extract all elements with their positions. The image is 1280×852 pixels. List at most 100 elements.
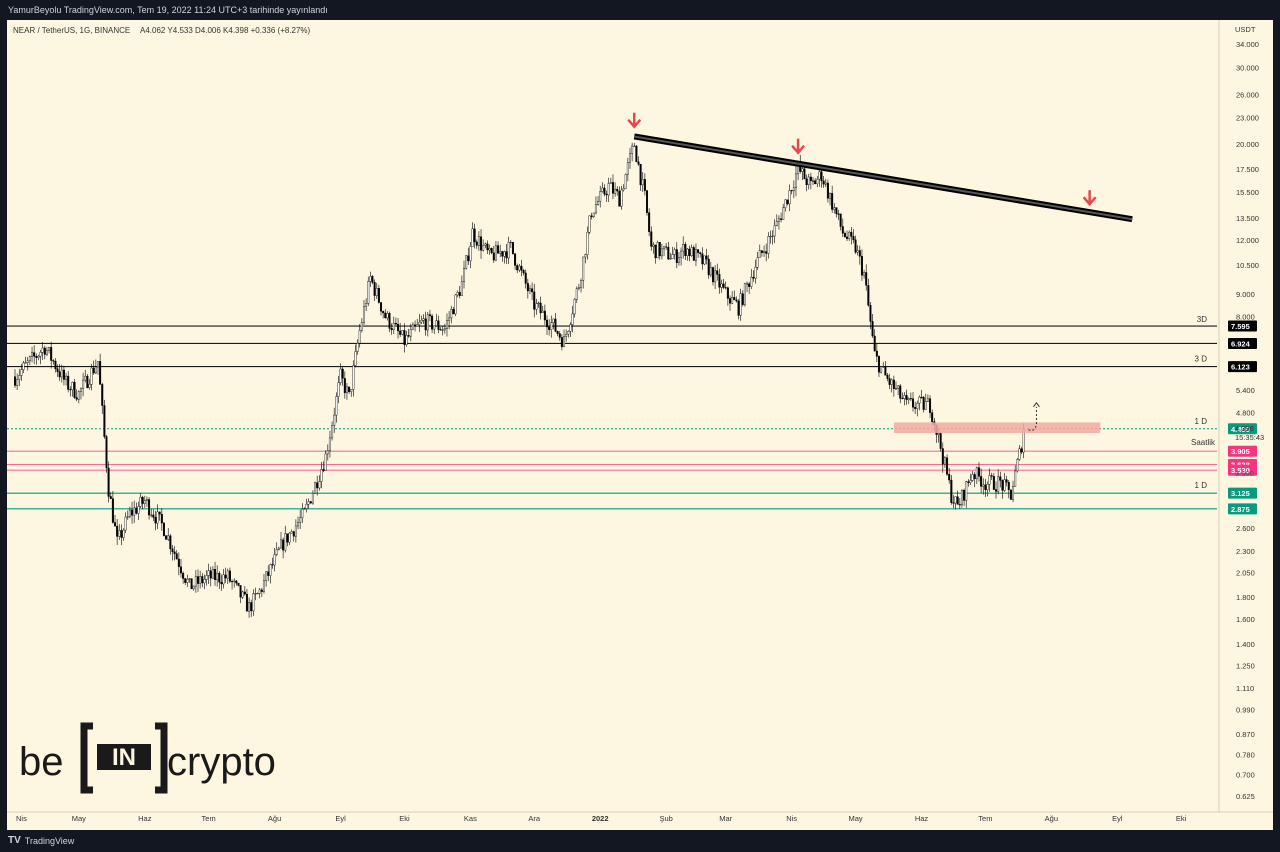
candle [211,566,214,579]
candle-body [292,531,295,537]
candle [869,301,872,330]
candle-body [531,288,534,293]
candle [326,444,329,461]
candle [682,236,685,259]
price-tick: 0.780 [1236,750,1255,759]
candle-body [450,309,453,319]
candle [597,196,600,206]
candle-body [890,379,893,385]
publish-header: YamurBeyolu TradingView.com, Tem 19, 202… [0,0,1280,20]
candle-body [239,585,242,598]
candle [179,559,182,578]
candle-body [943,457,946,465]
candle [105,434,108,473]
candle [286,533,289,547]
candle [871,314,874,338]
candle-body [671,254,674,259]
candle [546,315,549,335]
candle [884,361,887,376]
price-chart[interactable]: 3D 3 D 1 D 1 D Saatlik 7.595 6.924 6.123 4.400 3… [7,20,1273,830]
candle-body [601,187,604,192]
candle [692,245,695,261]
candle [439,327,442,331]
candle [507,236,510,264]
candle [511,242,514,255]
candle-body [765,251,768,254]
candle [458,285,461,299]
candle [267,565,270,582]
candle [484,242,487,249]
candle-body [973,474,976,480]
price-tick: 4.800 [1236,408,1255,417]
candle-body [618,190,621,207]
candle-body [460,281,463,296]
candle-body [571,313,574,325]
candle-body [692,247,695,261]
candle [733,290,736,301]
candle [320,461,323,489]
price-tick: 5.400 [1236,386,1255,395]
candle [41,341,44,360]
candle-body [858,250,861,257]
candle-body [131,509,134,516]
candle-body [13,376,16,386]
candle [84,369,87,383]
symbol-legend[interactable]: NEAR / TetherUS, 1G, BINANCE [13,26,130,35]
candle-body [407,335,410,337]
candle [175,550,178,560]
candle [618,186,621,207]
candle-body [328,437,331,451]
candle-body [90,367,93,385]
candle [252,589,255,616]
candle [126,510,129,520]
candle [94,359,97,374]
candle [114,515,117,527]
candle-body [537,302,540,304]
horizontal-levels: 3D 3 D 1 D 1 D Saatlik [7,315,1217,510]
candle-body [592,212,595,217]
candle-body [869,304,872,322]
candle [956,490,959,505]
candle-body [982,484,985,487]
candle-body [882,366,885,368]
candle-body [179,566,182,574]
candle-body [750,276,753,287]
candle [50,341,53,369]
candle-body [763,251,766,253]
candle-body [197,576,200,584]
tradingview-icon: TV [8,835,21,846]
brand-in: IN [112,744,136,771]
candle [737,299,740,320]
candle [826,179,829,203]
chart-frame[interactable]: 3D 3 D 1 D 1 D Saatlik 7.595 6.924 6.123 4.400 3… [7,20,1273,830]
candle [218,571,221,590]
candle-body [560,337,563,347]
candle [912,392,915,412]
candle [454,293,457,316]
candle-body [526,283,529,292]
candle-body [643,179,646,191]
candle-body [277,547,280,550]
candle [667,241,670,260]
tradingview-logo[interactable]: TV TradingView [8,830,74,852]
candle [335,392,338,423]
candle [450,305,453,324]
candle-body [682,244,685,252]
level-tag: 3 D [1195,355,1208,364]
candle [556,330,559,337]
candle [831,185,834,213]
candle [488,244,491,255]
candle-body [377,288,380,303]
candle-body [314,482,317,494]
price-tick-partial: 3.500 [1235,469,1254,478]
candle [60,364,63,383]
candle-body [307,501,310,505]
candle-body [384,312,387,319]
candle-body [535,303,538,310]
candle [13,369,16,388]
price-tick: 2.050 [1236,568,1255,577]
candle [852,229,855,244]
candle [592,212,595,219]
candle-body [152,514,155,518]
candle [311,490,314,505]
